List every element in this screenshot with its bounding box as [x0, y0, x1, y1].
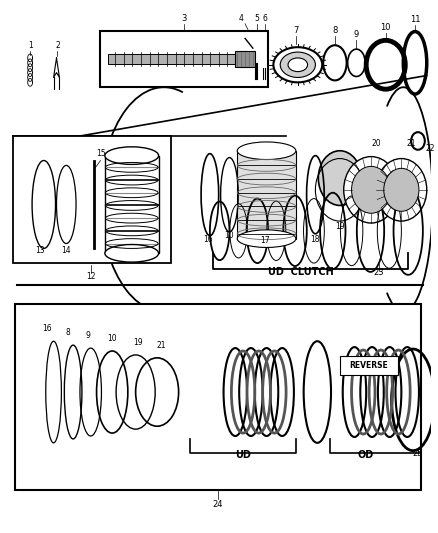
Ellipse shape [288, 58, 307, 71]
Text: 21: 21 [406, 139, 416, 148]
Text: UD: UD [235, 450, 251, 461]
Ellipse shape [237, 142, 296, 159]
Text: 25: 25 [413, 449, 423, 458]
Text: OD: OD [357, 450, 374, 461]
Bar [106, 156, 159, 253]
Ellipse shape [237, 230, 296, 247]
Bar [13, 136, 171, 263]
Text: 22: 22 [426, 144, 435, 152]
Ellipse shape [318, 151, 361, 205]
Ellipse shape [105, 147, 159, 164]
Text: 14: 14 [61, 246, 71, 255]
Text: 16: 16 [203, 235, 213, 244]
Bar [235, 51, 255, 67]
Text: 23: 23 [374, 268, 384, 277]
Bar [340, 356, 399, 375]
Text: 13: 13 [35, 246, 45, 255]
Bar [100, 30, 268, 87]
Ellipse shape [280, 52, 315, 77]
Ellipse shape [376, 158, 427, 221]
Text: 17: 17 [260, 237, 269, 246]
Text: 10: 10 [225, 231, 234, 240]
Text: 9: 9 [85, 331, 90, 340]
Text: 3: 3 [182, 14, 187, 23]
Text: 12: 12 [86, 272, 95, 281]
Text: 1: 1 [28, 41, 32, 50]
Text: 8: 8 [66, 328, 71, 337]
Text: 4: 4 [239, 14, 244, 23]
Text: 19: 19 [335, 222, 345, 231]
Text: 8: 8 [332, 27, 338, 36]
Text: UD  CLUTCH: UD CLUTCH [268, 266, 334, 277]
Text: 11: 11 [410, 15, 420, 24]
Text: 19: 19 [133, 338, 142, 347]
Text: 18: 18 [311, 235, 320, 244]
Text: 15: 15 [96, 149, 106, 158]
Ellipse shape [105, 245, 159, 262]
Text: 2: 2 [55, 41, 60, 50]
Text: 7: 7 [293, 27, 299, 36]
Text: REVERSE: REVERSE [350, 361, 389, 370]
Text: 5: 5 [254, 14, 259, 23]
Ellipse shape [352, 166, 391, 213]
Text: 9: 9 [354, 30, 359, 39]
Ellipse shape [273, 47, 322, 83]
Text: 6: 6 [262, 14, 267, 23]
Text: 10: 10 [107, 334, 117, 343]
Bar [108, 54, 235, 64]
Text: 16: 16 [42, 325, 52, 334]
Bar [14, 304, 421, 490]
Bar [237, 151, 296, 239]
Text: 10: 10 [381, 22, 391, 31]
Text: 24: 24 [212, 500, 223, 509]
Text: 20: 20 [371, 139, 381, 148]
Ellipse shape [344, 157, 399, 223]
Text: 21: 21 [156, 341, 166, 350]
Ellipse shape [384, 168, 419, 211]
